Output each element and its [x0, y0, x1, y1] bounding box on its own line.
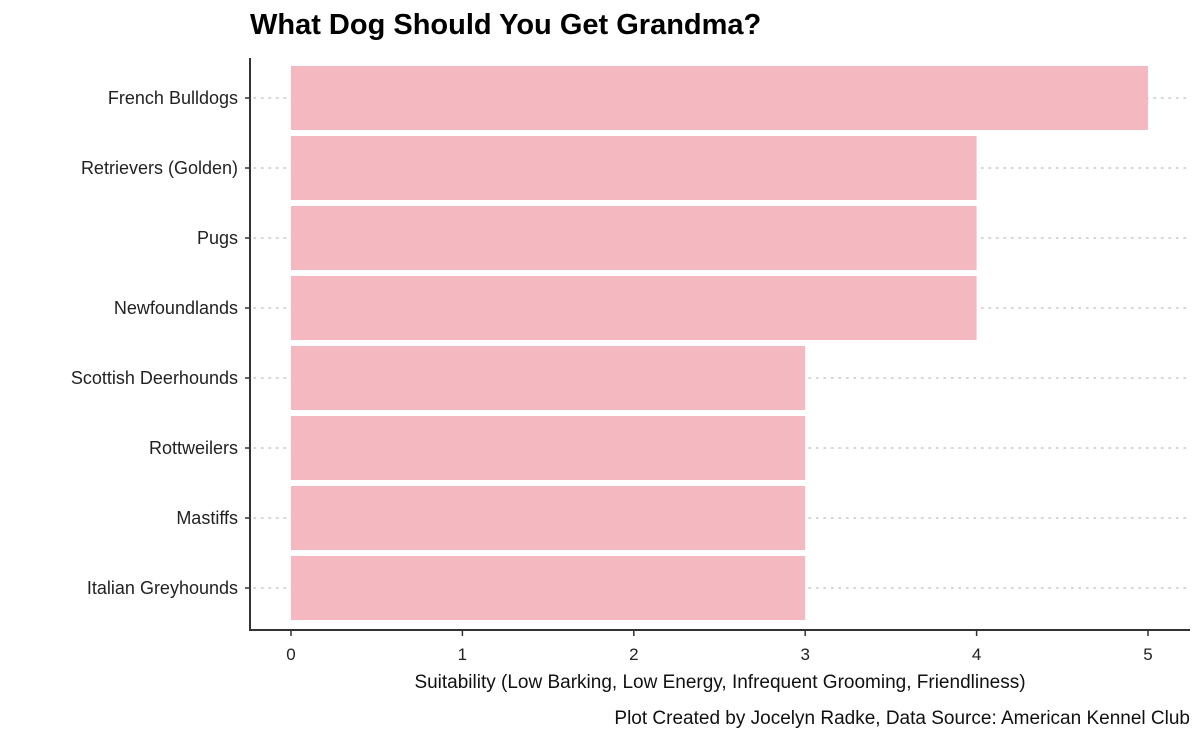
x-tick-label: 2 [629, 645, 638, 664]
y-tick-label: Rottweilers [149, 438, 238, 458]
bars [291, 66, 1148, 620]
bar [291, 276, 977, 340]
bar [291, 206, 977, 270]
y-tick-label: Newfoundlands [114, 298, 238, 318]
chart-caption: Plot Created by Jocelyn Radke, Data Sour… [614, 708, 1190, 729]
bar [291, 486, 806, 550]
y-tick-label: Pugs [197, 228, 238, 248]
bar [291, 346, 806, 410]
y-tick-label: Italian Greyhounds [87, 578, 238, 598]
bar [291, 136, 977, 200]
y-tick-label: French Bulldogs [108, 88, 238, 108]
x-axis-label: Suitability (Low Barking, Low Energy, In… [414, 672, 1025, 693]
x-tick-label: 4 [972, 645, 981, 664]
axes [245, 58, 1190, 636]
y-tick-labels: French Bulldogs Retrievers (Golden) Pugs Ne… [71, 88, 238, 598]
x-tick-label: 1 [458, 645, 467, 664]
x-tick-label: 3 [800, 645, 809, 664]
bar [291, 66, 1148, 130]
bar [291, 416, 806, 480]
y-tick-label: Mastiffs [176, 508, 238, 528]
chart-title: What Dog Should You Get Grandma? [250, 9, 761, 41]
y-tick-label: Scottish Deerhounds [71, 368, 238, 388]
bar [291, 556, 806, 620]
y-tick-label: Retrievers (Golden) [81, 158, 238, 178]
x-tick-label: 0 [286, 645, 295, 664]
x-tick-labels: 0 1 2 3 4 5 [286, 645, 1152, 664]
x-tick-label: 5 [1143, 645, 1152, 664]
